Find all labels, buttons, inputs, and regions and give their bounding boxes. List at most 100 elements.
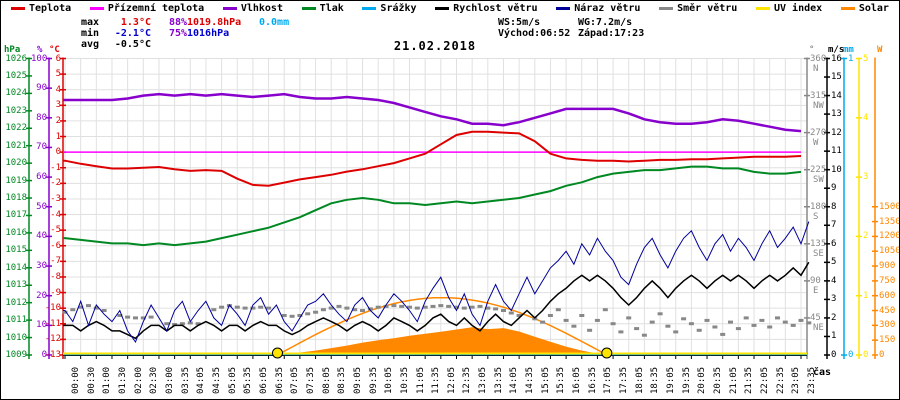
y-axis-tick-label: 1019 [5,175,27,186]
stats-value: 1019.8hPa [187,17,242,28]
legend-label: Náraz větru [574,3,641,14]
y-axis-tick-label: 0 [848,350,854,360]
y-axis-tick-label: 1013 [5,280,27,291]
stats-value: avg [81,39,100,50]
legend-dash-icon [301,7,316,10]
y-axis-tick-label: -5 [50,225,61,236]
x-axis-tick-label: 09:35 [368,366,379,394]
y-axis-tick-label: 1 [831,331,837,342]
y-axis-tick-label: 80 [36,112,47,123]
y-axis-tick-label: 4 [55,84,61,95]
y-axis-tick-label: -2 [50,178,61,189]
legend-item-n-raz-v-tru: Náraz větru [556,3,640,14]
axis-unit-label: W [877,45,883,55]
x-axis-tick-label: 21:35 [744,366,755,394]
legend-item-teplota: Teplota [11,3,71,14]
stats-row: max 1.3°C 88% 1019.8hPa 0.0mm [81,17,309,28]
stats-value: 1016hPa [187,28,230,39]
y-axis-tick-label: 1018 [5,193,27,204]
y-axis-tick-label: 600 [879,290,896,301]
stats-value: -2.1°C [114,28,151,39]
stats-row: avg -0.5°C [81,39,309,50]
stats-value: WG:7.2m/s [578,17,633,28]
x-axis-tick-label: 01:30 [117,366,128,394]
x-axis-tick-label: 09:05 [352,366,363,394]
y-axis-tick-label: 1021 [5,140,27,151]
x-axis-tick-label: 17:05 [603,366,614,394]
x-axis-title: čas [813,367,832,378]
y-axis-tick-label: 750 [879,275,896,286]
wind-direction-cardinal-label: SW [813,174,824,185]
y-axis-tick-label: 135 [810,238,827,249]
y-axis-tick-label: 9 [831,183,837,194]
wind-direction-cardinal-label: SE [813,248,824,259]
y-axis-tick-label: 5 [55,69,61,80]
x-axis-tick-label: 13:05 [478,366,489,394]
legend-item-sr-ky: Srážky [362,3,417,14]
legend-dash-icon [11,7,25,10]
x-axis-tick-label: 12:05 [446,366,457,394]
x-axis-tick-label: 18:05 [634,366,645,394]
x-axis-tick-label: 22:05 [760,366,771,394]
x-axis-tick-label: 15:35 [556,366,567,394]
legend-dash-icon [435,7,450,10]
y-axis-tick-label: 180 [810,201,827,212]
stats-value: 1.3°C [120,17,151,28]
legend-label: Směr větru [677,3,738,14]
axis-unit-label: ° [809,45,815,55]
wind-direction-cardinal-label: W [813,137,819,148]
legend-item-vlhkost: Vlhkost [222,3,283,14]
stats-value: 88% [168,17,187,28]
x-axis-tick-label: 07:35 [305,366,316,394]
y-axis-tick-label: 450 [879,305,896,316]
stats-value: Západ:17:23 [578,28,645,39]
x-axis-tick-label: 11:35 [431,366,442,394]
axis-unit-label: hPa [4,45,21,55]
y-axis-tick-label: 20 [36,290,47,301]
y-axis-tick-label: -9 [50,287,61,298]
y-axis-tick-label: 6 [831,238,837,249]
y-axis-tick-label: 4 [863,112,869,123]
y-axis-tick-label: 1017 [5,210,27,221]
x-axis-tick-label: 10:35 [399,366,410,394]
x-axis-tick-label: 02:30 [149,366,160,394]
grid-vertical [64,58,802,355]
series-vlhkost [63,92,802,133]
x-axis-tick-label: 14:05 [509,366,520,394]
y-axis-tick-label: 1050 [879,246,900,257]
stats-row: min -2.1°C 75% 1016hPa [81,28,309,39]
stats-row: Východ:06:52 Západ:17:23 [498,28,658,39]
legend-dash-icon [89,7,104,10]
legend-item-uv-index: UV index [755,3,822,14]
x-axis-tick-label: 20:35 [713,366,724,394]
legend-label: Vlhkost [240,3,283,14]
x-axis-tick-label: 10:05 [384,366,395,394]
legend-label: Tlak [319,3,344,14]
series-n-raz-v-tru [63,221,810,344]
y-axis-tick-label: 225 [810,164,827,175]
series-solar-area [63,327,807,355]
x-axis-tick-label: 04:35 [211,366,222,394]
stats-value [259,28,309,39]
y-axis-tick-label: 2 [863,231,869,242]
wind-direction-cardinal-label: NW [813,100,824,111]
x-axis-tick-label: 19:35 [681,366,692,394]
x-axis-tick-label: 07:05 [290,366,301,394]
y-axis-tick-label: 15 [831,72,842,83]
x-axis-tick-label: 16:05 [572,366,583,394]
y-axis-tick-label: -12 [44,334,61,345]
x-axis-tick-label: 18:35 [650,366,661,394]
x-axis-tick-label: 12:35 [462,366,473,394]
legend-label: Teplota [29,3,72,14]
y-axis-tick-label: -1 [50,162,61,173]
y-axis-tick-label: 30 [36,261,47,272]
stats-value: max [81,17,100,28]
y-axis-tick-label: 6 [55,53,61,64]
x-axis-tick-label: 22:35 [775,366,786,394]
y-axis-tick-label: 40 [36,231,47,242]
axis-unit-label: mm [843,45,854,55]
y-axis-tick-label: 45 [810,312,821,323]
series-teplota [63,130,802,187]
x-axis-tick-label: 08:05 [321,366,332,394]
